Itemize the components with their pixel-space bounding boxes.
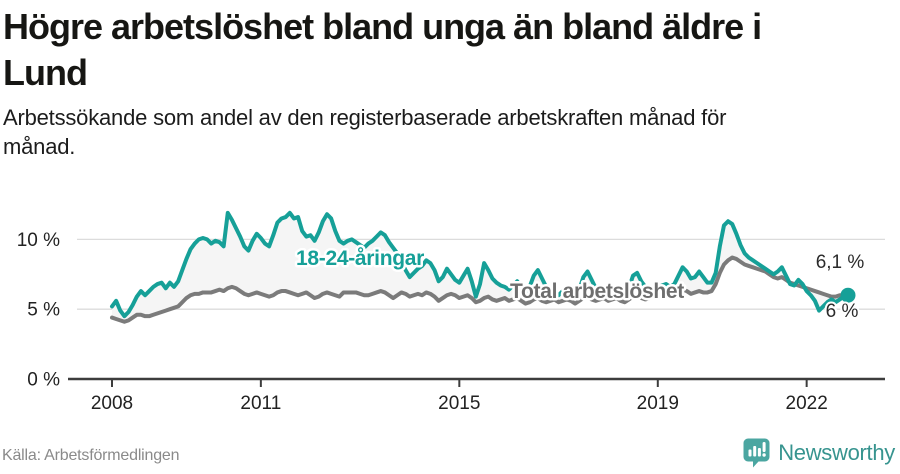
end-value-label-youth: 6 %	[826, 301, 859, 322]
x-tick-label: 2022	[786, 393, 828, 414]
y-tick-label: 0 %	[27, 370, 60, 391]
page-title-line1: Högre arbetslöshet bland unga än bland ä…	[3, 6, 762, 47]
series-end-dot	[840, 287, 856, 303]
page-title-line2: Lund	[3, 52, 88, 93]
x-tick-label: 2008	[91, 393, 133, 414]
fill-between-series	[112, 212, 848, 322]
chart-subtitle: Arbetssökande som andel av den registerb…	[3, 103, 873, 161]
series-line-total	[110, 255, 850, 324]
series-line-youth	[110, 210, 850, 319]
y-tick-label: 5 %	[27, 300, 60, 321]
end-value-label-total: 6,1 %	[816, 252, 865, 273]
series-label-youth: 18-24-åringar	[296, 247, 424, 270]
chart-subtitle-line1: Arbetssökande som andel av den registerb…	[3, 105, 727, 130]
source-note: Källa: Arbetsförmedlingen	[2, 447, 180, 464]
newsworthy-logo[interactable]: Newsworthy	[741, 437, 895, 468]
newsworthy-logo-text: Newsworthy	[778, 439, 895, 465]
x-tick-label: 2011	[240, 393, 281, 414]
x-tick-label: 2015	[438, 393, 480, 414]
series-label-total: Total arbetslöshet	[510, 280, 684, 303]
chart-subtitle-line2: månad.	[3, 134, 76, 159]
newsworthy-logo-icon	[743, 438, 770, 468]
y-tick-label: 10 %	[17, 230, 60, 251]
page-title: Högre arbetslöshet bland unga än bland ä…	[3, 4, 895, 96]
x-tick-label: 2019	[637, 393, 679, 414]
line-chart: 2008 2011 2015 2019 2022 0 % 5 % 10 % Total arbe…	[17, 210, 885, 414]
